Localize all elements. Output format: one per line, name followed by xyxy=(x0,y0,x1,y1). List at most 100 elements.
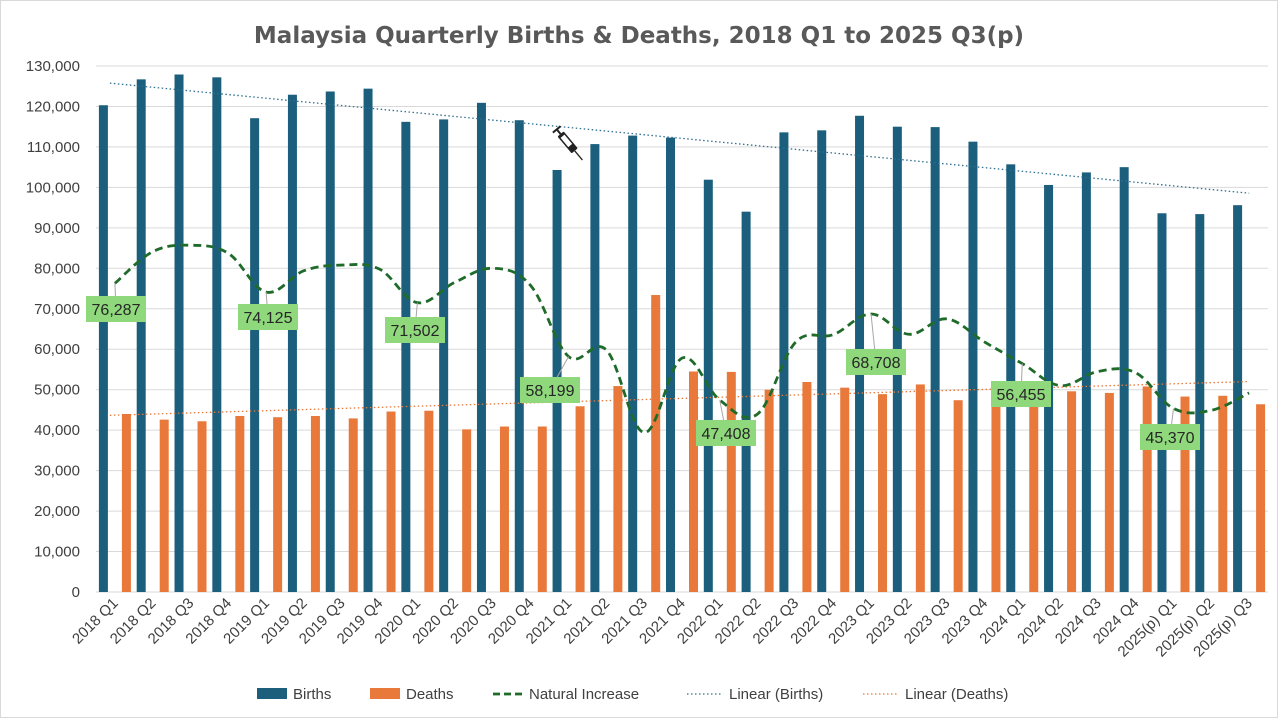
births-bar xyxy=(174,74,184,592)
deaths-bar xyxy=(197,421,207,592)
deaths-bar xyxy=(915,384,925,592)
births-bar xyxy=(325,91,335,592)
legend-item[interactable]: Linear (Births) xyxy=(687,686,823,703)
bars xyxy=(98,74,1266,593)
births-bar xyxy=(1006,164,1016,592)
chart-title: Malaysia Quarterly Births & Deaths, 2018… xyxy=(254,23,1024,49)
y-tick-label: 130,000 xyxy=(26,58,80,75)
deaths-bar xyxy=(1142,386,1152,592)
deaths-bar xyxy=(499,426,509,592)
births-bar xyxy=(1081,172,1091,592)
births-bar xyxy=(363,88,373,593)
legend-label: Births xyxy=(293,686,331,703)
data-label: 76,287 xyxy=(92,302,141,319)
births-bar xyxy=(779,132,789,592)
deaths-bar xyxy=(1180,396,1190,592)
legend-item[interactable]: Linear (Deaths) xyxy=(863,686,1008,703)
births-bar xyxy=(590,144,600,593)
deaths-bar xyxy=(159,419,169,592)
legend-swatch xyxy=(257,688,287,699)
deaths-bar xyxy=(273,417,283,592)
deaths-bar xyxy=(386,411,396,592)
data-label: 58,199 xyxy=(526,383,575,400)
natural-increase-path xyxy=(113,243,1250,434)
deaths-bar xyxy=(953,400,963,592)
legend-swatch xyxy=(370,688,400,699)
legend-item[interactable]: Natural Increase xyxy=(493,686,639,703)
y-tick-label: 20,000 xyxy=(34,503,80,520)
trendlines xyxy=(109,82,1250,416)
data-label-bg xyxy=(1140,424,1200,450)
data-label: 45,370 xyxy=(1146,430,1195,447)
deaths-bar xyxy=(651,295,661,592)
deaths-bar xyxy=(613,386,623,592)
data-label-bg xyxy=(846,349,906,375)
legend-label: Natural Increase xyxy=(529,686,639,703)
births-bar xyxy=(1195,214,1205,592)
data-label-bg xyxy=(696,420,756,446)
deaths-bar xyxy=(348,418,358,592)
deaths-bar xyxy=(689,371,698,592)
deaths-bar xyxy=(1067,391,1077,592)
deaths-bar xyxy=(802,382,812,592)
data-label: 47,408 xyxy=(702,426,751,443)
births-bar xyxy=(212,77,222,593)
deaths-bar xyxy=(764,389,774,592)
births-bar xyxy=(98,105,108,593)
legend-item[interactable]: Births xyxy=(257,686,331,703)
y-tick-label: 100,000 xyxy=(26,179,80,196)
deaths-bar xyxy=(537,426,547,592)
births-bar xyxy=(817,130,827,592)
births-bar xyxy=(930,127,940,592)
deaths-bar xyxy=(462,429,472,592)
deaths-bar xyxy=(726,371,736,592)
y-tick-label: 40,000 xyxy=(34,422,80,439)
y-tick-label: 70,000 xyxy=(34,301,80,318)
births-bar xyxy=(439,119,449,592)
births-trendline xyxy=(109,82,1250,194)
legend-label: Deaths xyxy=(406,686,454,703)
y-tick-label: 80,000 xyxy=(34,260,80,277)
deaths-bar xyxy=(1256,404,1266,592)
natural-increase-line xyxy=(113,243,1250,434)
y-tick-label: 50,000 xyxy=(34,382,80,399)
data-label-bg xyxy=(86,296,146,322)
data-label: 74,125 xyxy=(244,310,293,327)
deaths-bar xyxy=(1104,392,1114,592)
legend-item[interactable]: Deaths xyxy=(370,686,454,703)
deaths-bar xyxy=(840,387,850,592)
y-tick-label: 90,000 xyxy=(34,220,80,237)
births-bar xyxy=(628,135,638,592)
deaths-bar xyxy=(575,406,585,592)
y-tick-label: 10,000 xyxy=(34,544,80,561)
deaths-bar xyxy=(235,415,245,592)
y-tick-label: 110,000 xyxy=(27,139,80,156)
data-label: 68,708 xyxy=(852,355,901,372)
deaths-bar xyxy=(424,410,434,592)
births-bar xyxy=(136,79,146,593)
data-label-bg xyxy=(385,317,445,343)
births-bar xyxy=(968,141,978,592)
y-axis-ticks: 0 10,000 20,000 30,000 40,000 50,000 60,000 70,… xyxy=(26,58,80,601)
births-bar xyxy=(741,211,751,592)
births-bar xyxy=(1119,167,1129,592)
deaths-bar xyxy=(121,413,131,592)
y-tick-label: 120,000 xyxy=(26,98,80,115)
syringe-icon xyxy=(552,125,583,161)
births-bar xyxy=(401,121,411,593)
data-label-bg xyxy=(238,304,298,330)
births-bar xyxy=(666,137,675,592)
births-bar xyxy=(514,120,524,593)
births-bar xyxy=(476,102,486,592)
legend[interactable]: Births Deaths Natural Increase Linear (Birt… xyxy=(257,686,1008,703)
y-tick-label: 30,000 xyxy=(34,463,80,480)
deaths-bar xyxy=(310,415,320,592)
data-labels: 76,287 74,125 71,502 58,199 47,408 68,708 56,4… xyxy=(86,125,1200,450)
deaths-bar xyxy=(1029,405,1039,592)
births-bar xyxy=(1157,213,1167,592)
y-tick-label: 60,000 xyxy=(34,341,80,358)
deaths-bar xyxy=(1218,395,1228,592)
legend-label: Linear (Births) xyxy=(729,686,823,703)
